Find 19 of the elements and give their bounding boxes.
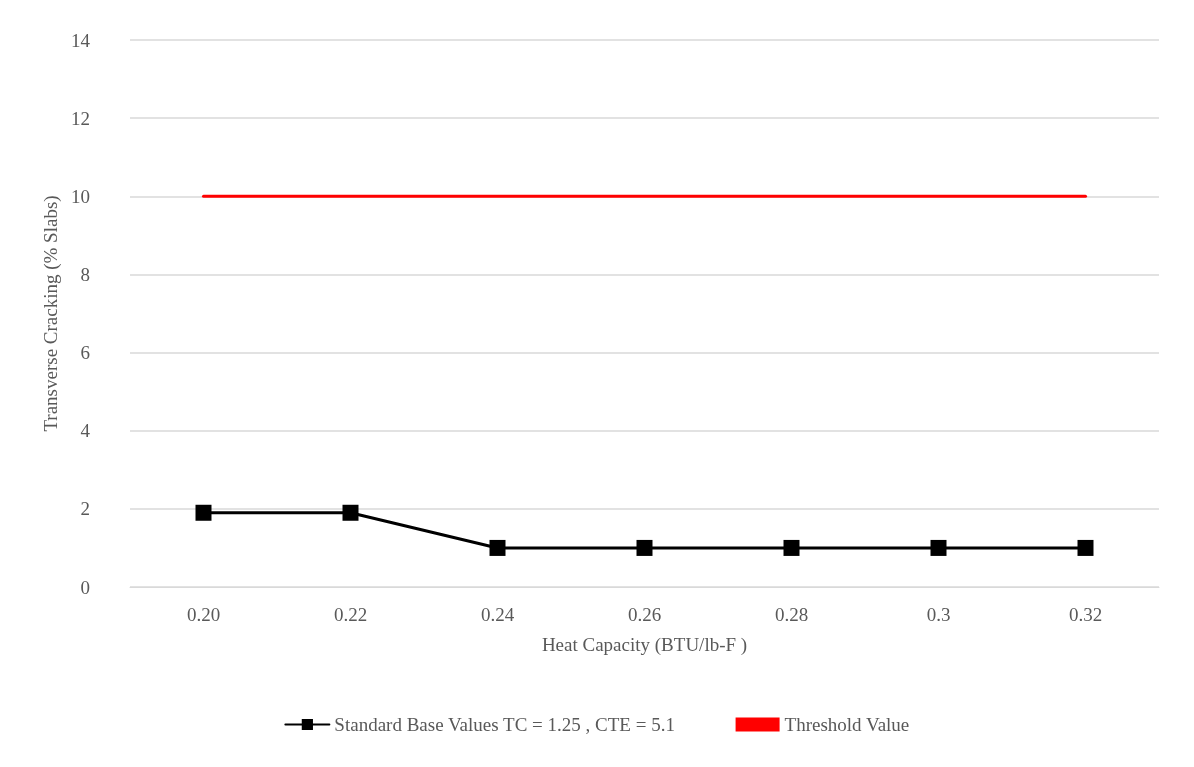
x-tick-label: 0.32 <box>1068 604 1103 625</box>
x-tick-label: 0.26 <box>627 604 662 625</box>
x-axis-title: Heat Capacity (BTU/lb-F ) <box>541 634 748 656</box>
x-tick-label: 0.3 <box>926 604 951 625</box>
x-tick-label: 0.22 <box>333 604 368 625</box>
y-tick-label: 6 <box>80 342 90 364</box>
legend-label: Standard Base Values TC = 1.25 , CTE = 5.1 <box>334 714 675 735</box>
y-tick-label: 2 <box>80 498 90 520</box>
y-tick-label: 12 <box>71 107 90 129</box>
y-tick-label: 0 <box>80 576 90 598</box>
y-tick-label: 10 <box>71 185 90 207</box>
x-tick-label: 0.24 <box>480 604 515 625</box>
y-axis-title: Transverse Cracking (% Slabs) <box>40 195 63 432</box>
y-tick-label: 14 <box>71 29 91 51</box>
legend-label: Threshold Value <box>784 714 910 735</box>
x-tick-label: 0.20 <box>186 604 221 625</box>
y-tick-label: 8 <box>80 263 90 285</box>
y-tick-label: 4 <box>80 420 91 442</box>
x-tick-label: 0.28 <box>774 604 809 625</box>
